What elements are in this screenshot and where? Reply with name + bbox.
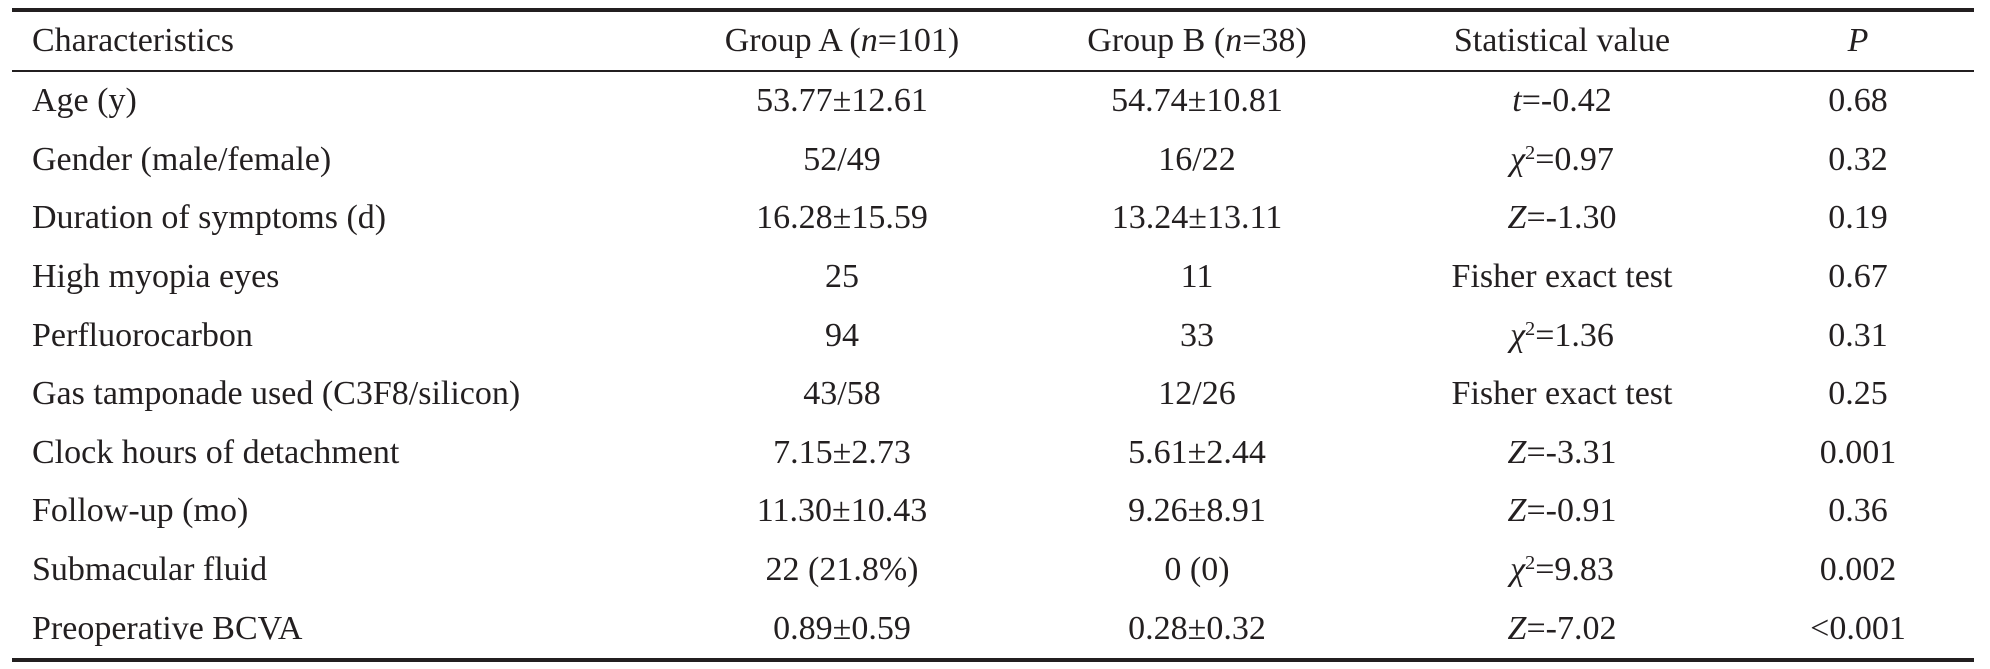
cell-group-a: 22 (21.8%)	[765, 551, 919, 589]
table-row: Clock hours of detachment 7.15±2.73 5.61±2…	[12, 424, 1974, 483]
stat-superscript: 2	[1525, 551, 1536, 574]
stat-value: =-7.02	[1526, 609, 1617, 647]
cell-statistical-value: χ2=0.97	[1382, 131, 1742, 190]
cell-p-value: 0.31	[1828, 316, 1888, 354]
characteristics-table-container: Characteristics Group A (n=101) Group B …	[12, 8, 1974, 662]
cell-group-a: 25	[825, 258, 859, 296]
cell-characteristic: Age (y)	[32, 82, 137, 120]
cell-p-value: 0.68	[1828, 82, 1888, 120]
characteristics-table: Characteristics Group A (n=101) Group B …	[12, 8, 1974, 662]
table-row: Preoperative BCVA 0.89±0.59 0.28±0.32 Z=-7.…	[12, 599, 1974, 660]
stat-superscript: 2	[1525, 141, 1536, 164]
cell-group-a: 16.28±15.59	[756, 199, 928, 237]
header-group-a-n: n	[860, 22, 878, 59]
stat-value: =-3.31	[1526, 433, 1617, 471]
header-p-label: P	[1847, 22, 1869, 59]
stat-symbol: Z	[1507, 199, 1527, 237]
table-row: Age (y) 53.77±12.61 54.74±10.81 t=-0.42 0.68	[12, 71, 1974, 131]
header-group-b-value: =38)	[1242, 22, 1307, 59]
cell-group-b: 5.61±2.44	[1128, 433, 1266, 471]
cell-group-b: 0 (0)	[1164, 551, 1230, 589]
table-row: Follow-up (mo) 11.30±10.43 9.26±8.91 Z=-0.9…	[12, 482, 1974, 541]
table-row: High myopia eyes 25 11 Fisher exact test 0.6…	[12, 248, 1974, 307]
stat-value: =0.97	[1535, 140, 1614, 178]
header-group-a-value: =101)	[877, 22, 960, 59]
header-characteristics: Characteristics	[32, 22, 235, 59]
cell-group-b: 33	[1180, 316, 1214, 354]
cell-group-a: 7.15±2.73	[773, 433, 911, 471]
table-body: Age (y) 53.77±12.61 54.74±10.81 t=-0.42 0.68…	[12, 71, 1974, 660]
cell-p-value: 0.25	[1828, 375, 1888, 413]
cell-group-b: 13.24±13.11	[1111, 199, 1283, 237]
cell-statistical-value: Z=-0.91	[1382, 482, 1742, 541]
cell-statistical-value: Z=-3.31	[1382, 424, 1742, 483]
cell-group-b: 0.28±0.32	[1128, 609, 1266, 647]
stat-symbol: t	[1512, 82, 1522, 120]
cell-p-value: 0.67	[1828, 258, 1888, 296]
cell-characteristic: High myopia eyes	[32, 258, 280, 296]
cell-p-value: 0.32	[1828, 140, 1888, 178]
stat-superscript: 2	[1525, 317, 1536, 340]
stat-value: =-1.30	[1526, 199, 1617, 237]
table-row: Gas tamponade used (C3F8/silicon) 43/58 12…	[12, 365, 1974, 424]
cell-group-b: 54.74±10.81	[1111, 82, 1283, 120]
cell-p-value: 0.001	[1819, 433, 1897, 471]
table-header: Characteristics Group A (n=101) Group B …	[12, 10, 1974, 71]
table-row: Duration of symptoms (d) 16.28±15.59 13.24…	[12, 189, 1974, 248]
cell-characteristic: Gender (male/female)	[32, 140, 332, 178]
stat-symbol: χ	[1510, 140, 1526, 178]
cell-p-value: 0.36	[1828, 492, 1888, 530]
stat-value: =-0.42	[1521, 82, 1612, 120]
cell-group-a: 53.77±12.61	[756, 82, 928, 120]
cell-statistical-value: t=-0.42	[1382, 71, 1742, 131]
cell-statistical-value: χ2=9.83	[1382, 541, 1742, 600]
header-group-a: Group A (n=101)	[672, 10, 1012, 71]
cell-characteristic: Clock hours of detachment	[32, 433, 400, 471]
stat-value: =1.36	[1535, 316, 1614, 354]
cell-group-a: 11.30±10.43	[756, 492, 928, 530]
cell-characteristic: Duration of symptoms (d)	[32, 199, 387, 237]
header-group-b-label: Group B (	[1087, 22, 1226, 59]
stat-value: =-0.91	[1526, 492, 1617, 530]
cell-p-value: 0.002	[1819, 551, 1897, 589]
cell-statistical-value: Z=-7.02	[1382, 599, 1742, 660]
cell-group-b: 16/22	[1158, 140, 1236, 178]
cell-group-b: 9.26±8.91	[1128, 492, 1266, 530]
stat-value: Fisher exact test	[1451, 375, 1673, 413]
cell-group-a: 52/49	[803, 140, 881, 178]
stat-symbol: Z	[1507, 492, 1527, 530]
table-row: Gender (male/female) 52/49 16/22 χ2=0.97 0.3…	[12, 131, 1974, 190]
stat-symbol: χ	[1510, 551, 1526, 589]
header-statistical-value: Statistical value	[1453, 22, 1671, 59]
table-row: Perfluorocarbon 94 33 χ2=1.36 0.31	[12, 306, 1974, 365]
stat-value: =9.83	[1535, 551, 1614, 589]
cell-characteristic: Perfluorocarbon	[32, 316, 253, 354]
cell-characteristic: Submacular fluid	[32, 551, 268, 589]
header-group-b-n: n	[1225, 22, 1243, 59]
stat-symbol: Z	[1507, 433, 1527, 471]
cell-group-b: 12/26	[1158, 375, 1236, 413]
header-p: P	[1742, 10, 1974, 71]
stat-value: Fisher exact test	[1451, 258, 1673, 296]
cell-statistical-value: Fisher exact test	[1382, 365, 1742, 424]
cell-statistical-value: χ2=1.36	[1382, 306, 1742, 365]
stat-symbol: χ	[1510, 316, 1526, 354]
cell-group-a: 43/58	[803, 375, 881, 413]
cell-group-a: 94	[825, 316, 859, 354]
header-group-b: Group B (n=38)	[1012, 10, 1382, 71]
cell-characteristic: Follow-up (mo)	[32, 492, 249, 530]
cell-group-b: 11	[1180, 258, 1214, 296]
stat-symbol: Z	[1507, 609, 1527, 647]
cell-statistical-value: Fisher exact test	[1382, 248, 1742, 307]
cell-group-a: 0.89±0.59	[773, 609, 911, 647]
table-row: Submacular fluid 22 (21.8%) 0 (0) χ2=9.83 0.…	[12, 541, 1974, 600]
cell-p-value: <0.001	[1810, 609, 1906, 647]
header-row: Characteristics Group A (n=101) Group B …	[12, 10, 1974, 71]
cell-characteristic: Gas tamponade used (C3F8/silicon)	[32, 375, 521, 413]
cell-characteristic: Preoperative BCVA	[32, 609, 303, 647]
cell-statistical-value: Z=-1.30	[1382, 189, 1742, 248]
cell-p-value: 0.19	[1828, 199, 1888, 237]
header-group-a-label: Group A (	[724, 22, 861, 59]
